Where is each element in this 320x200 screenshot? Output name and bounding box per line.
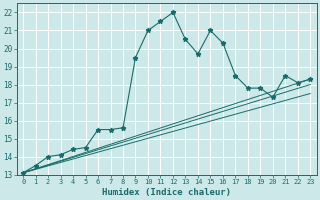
X-axis label: Humidex (Indice chaleur): Humidex (Indice chaleur) — [102, 188, 231, 197]
